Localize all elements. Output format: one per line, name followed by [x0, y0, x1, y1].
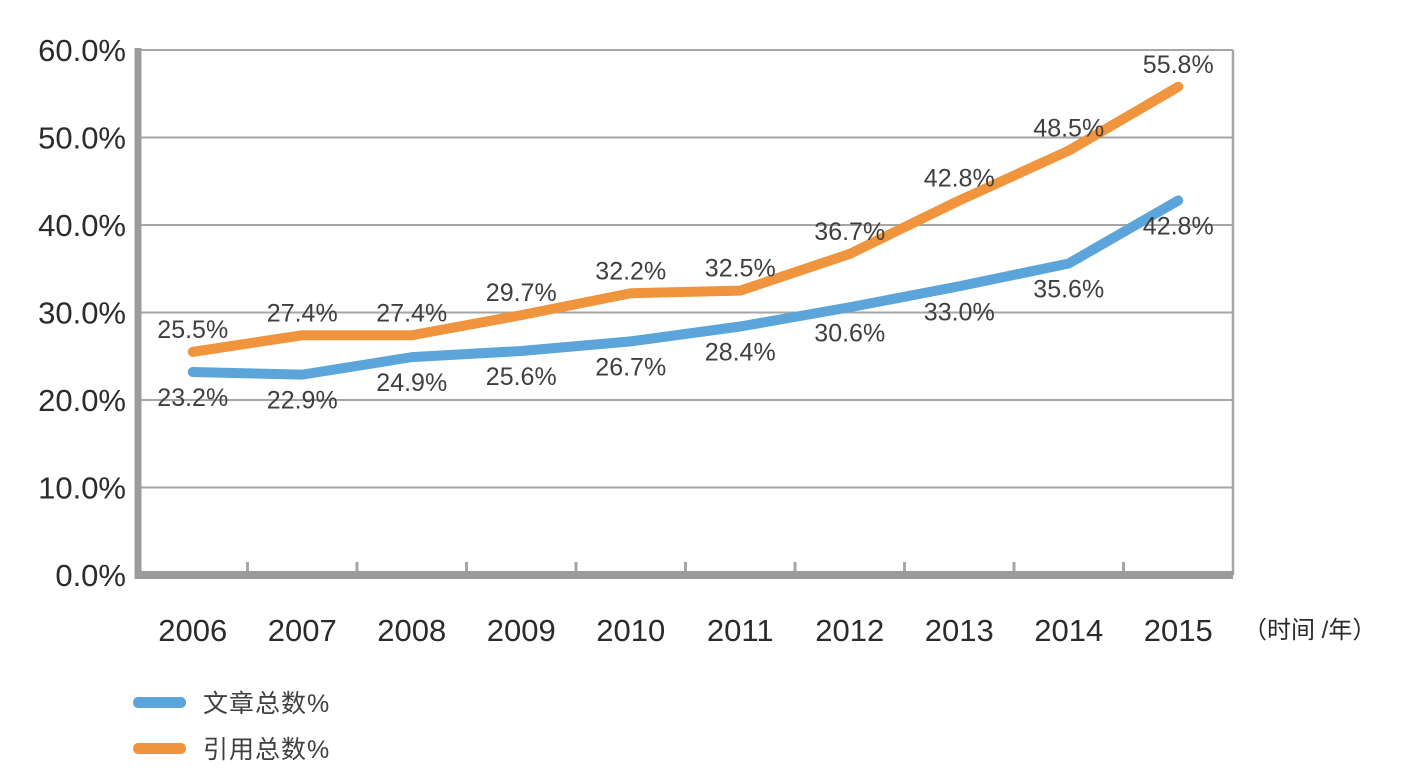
data-label-series-1: 25.5%: [157, 316, 228, 344]
x-axis-tick-label: 2015: [1144, 613, 1213, 648]
data-label-series-1: 27.4%: [267, 299, 338, 327]
legend-item-articles: 文章总数%: [133, 686, 330, 718]
data-label-series-0: 22.9%: [267, 387, 338, 415]
x-axis-unit-label: （时间 /年）: [1243, 617, 1376, 644]
data-label-series-1: 55.8%: [1143, 51, 1214, 79]
data-label-series-1: 42.8%: [924, 165, 995, 193]
y-axis-tick-label: 50.0%: [38, 121, 126, 156]
y-axis-tick-label: 30.0%: [38, 296, 126, 331]
data-label-series-1: 32.2%: [595, 257, 666, 285]
data-label-series-1: 32.5%: [705, 255, 776, 283]
y-axis-tick-label: 60.0%: [38, 33, 126, 68]
x-axis-tick-label: 2007: [268, 613, 337, 648]
legend-label-citations: 引用总数%: [203, 736, 331, 764]
data-label-series-0: 26.7%: [595, 353, 666, 381]
x-axis-tick-label: 2006: [158, 613, 227, 648]
x-axis-tick-label: 2008: [377, 613, 446, 648]
x-axis-tick-label: 2012: [815, 613, 884, 648]
chart-legend: 文章总数% 引用总数%: [133, 686, 330, 764]
x-axis-tick-label: 2014: [1034, 613, 1103, 648]
data-label-series-0: 30.6%: [814, 319, 885, 347]
y-axis-tick-label: 0.0%: [55, 558, 126, 593]
series-line-1: [187, 81, 1184, 357]
data-label-series-0: 25.6%: [486, 363, 557, 391]
x-axis-tick-label: 2011: [707, 613, 774, 648]
data-label-series-0: 23.2%: [157, 384, 228, 412]
series-line-0: [187, 195, 1184, 380]
data-label-series-1: 36.7%: [814, 218, 885, 246]
y-axis-tick-label: 10.0%: [38, 471, 126, 506]
legend-label-articles: 文章总数%: [203, 690, 331, 718]
data-label-series-0: 28.4%: [705, 339, 776, 367]
x-axis-tick-label: 2009: [487, 613, 556, 648]
data-label-series-0: 35.6%: [1033, 276, 1104, 304]
legend-swatch-citations: [133, 742, 186, 754]
data-label-series-1: 27.4%: [376, 299, 447, 327]
legend-item-citations: 引用总数%: [133, 732, 330, 764]
data-label-series-1: 29.7%: [486, 279, 557, 307]
data-label-series-0: 42.8%: [1143, 213, 1214, 241]
x-axis-tick-label: 2013: [925, 613, 994, 648]
x-axis-tick-label: 2010: [596, 613, 665, 648]
data-label-series-0: 33.0%: [924, 298, 995, 326]
data-label-series-1: 48.5%: [1033, 115, 1104, 143]
y-axis-tick-label: 20.0%: [38, 383, 126, 418]
data-label-series-0: 24.9%: [376, 369, 447, 397]
legend-swatch-articles: [133, 696, 186, 708]
y-axis-tick-label: 40.0%: [38, 208, 126, 243]
